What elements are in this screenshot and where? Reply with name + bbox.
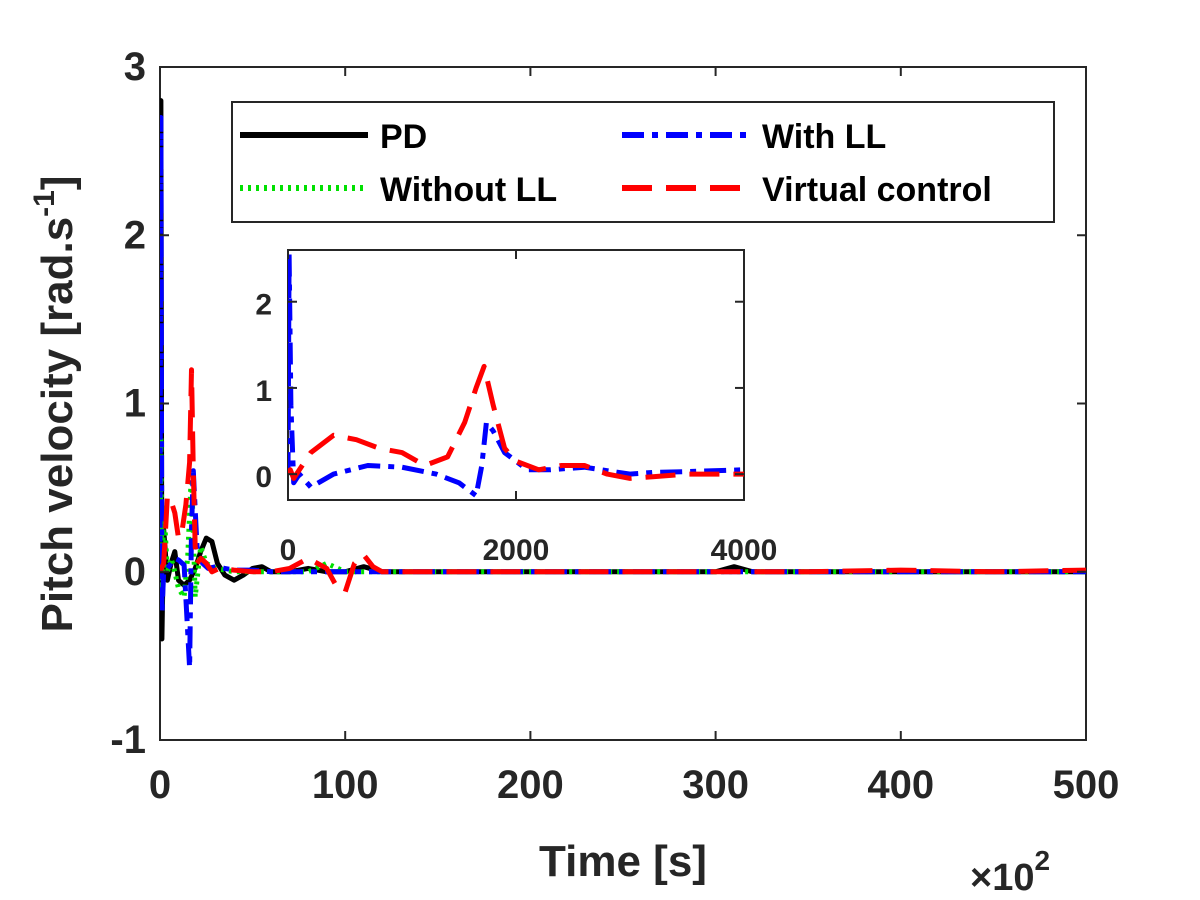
main-x-tick-label: 200 bbox=[497, 763, 564, 807]
main-y-tick-label: 3 bbox=[124, 45, 146, 89]
main-x-tick-label: 500 bbox=[1053, 763, 1120, 807]
inset-x-tick-label: 0 bbox=[280, 534, 297, 567]
x-axis-multiplier-exp: 2 bbox=[1034, 845, 1050, 876]
inset-series-virtual-control bbox=[288, 363, 744, 481]
legend-label-without-ll: Without LL bbox=[380, 171, 557, 209]
inset-plot-area bbox=[287, 249, 745, 501]
inset-x-tick-label: 2000 bbox=[483, 534, 550, 567]
legend-label-with-ll: With LL bbox=[762, 118, 886, 156]
legend-box bbox=[231, 101, 1055, 223]
inset-y-tick-label: 2 bbox=[255, 289, 272, 322]
inset-y-tick-label: 1 bbox=[255, 375, 272, 408]
main-y-tick-label: 0 bbox=[124, 550, 146, 594]
main-y-tick-label: 2 bbox=[124, 213, 146, 257]
main-x-tick-label: 300 bbox=[682, 763, 749, 807]
inset-axis-ticks: 0 2000 4000 0 1 2 bbox=[255, 250, 777, 567]
x-axis-label: Time [s] bbox=[539, 837, 707, 886]
y-axis-label-exponent: -1 bbox=[28, 190, 61, 217]
y-axis-label-close: ] bbox=[33, 175, 82, 190]
main-series-virtual-control bbox=[160, 367, 1086, 595]
main-series-lines bbox=[160, 98, 1086, 671]
y-axis-label-main: Pitch velocity [rad.s bbox=[33, 217, 82, 633]
inset-x-tick-label: 4000 bbox=[711, 534, 778, 567]
legend-label-pd: PD bbox=[380, 118, 427, 156]
main-y-tick-label: -1 bbox=[110, 718, 146, 762]
inset-y-tick-label: 0 bbox=[255, 461, 272, 494]
y-axis-label: Pitch velocity [rad.s-1] bbox=[28, 175, 82, 632]
inset-series-lines bbox=[288, 251, 744, 499]
main-x-tick-label: 100 bbox=[312, 763, 379, 807]
main-x-tick-label: 0 bbox=[149, 763, 171, 807]
main-series-without-ll bbox=[160, 434, 1086, 608]
x-axis-multiplier: ×102 bbox=[970, 845, 1050, 899]
main-x-tick-label: 400 bbox=[867, 763, 934, 807]
legend: PD Without LL With LL Virtual control bbox=[231, 101, 1055, 223]
legend-label-virtual-control: Virtual control bbox=[762, 171, 992, 209]
main-y-tick-label: 1 bbox=[124, 382, 146, 426]
x-axis-multiplier-base: ×10 bbox=[970, 857, 1034, 899]
